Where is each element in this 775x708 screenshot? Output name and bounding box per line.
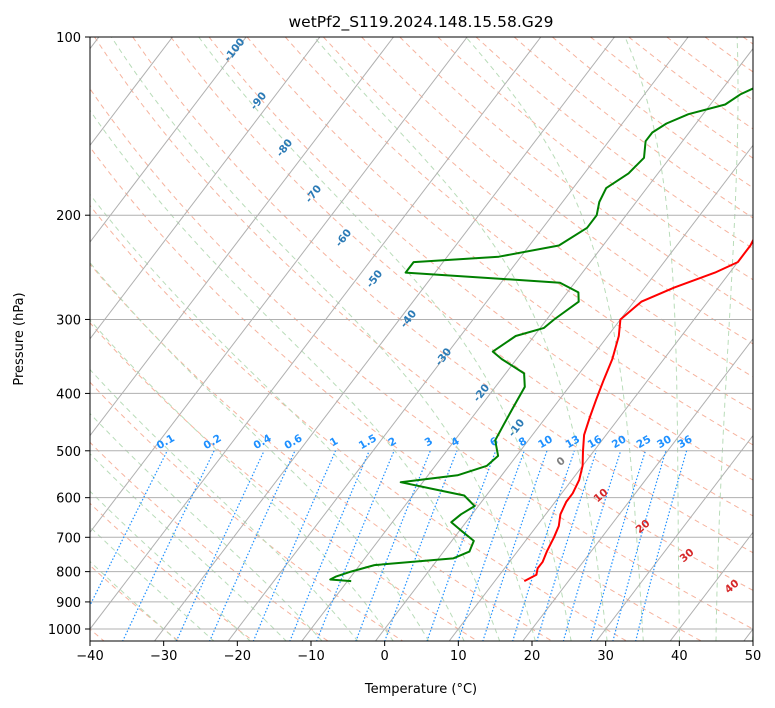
moist-adiabat-line (90, 452, 287, 641)
dry-adiabat-line (90, 441, 329, 641)
moist-adiabat-line (110, 37, 536, 641)
isotherm-line (595, 434, 753, 641)
dry-adiabat-line (90, 502, 255, 641)
y-tick-label: 200 (56, 209, 81, 224)
mixing-ratio-line (289, 450, 370, 641)
isotherm-line (90, 37, 321, 340)
dry-adiabat-line (90, 204, 628, 641)
y-axis-label: Pressure (hPa) (12, 292, 27, 385)
mixing-ratio-line (635, 450, 688, 641)
x-tick-label: 30 (597, 649, 614, 664)
isotherm-line (374, 144, 753, 641)
x-tick-label: −40 (76, 649, 103, 664)
chart-title: wetPf2_S119.2024.148.15.58.G29 (289, 13, 554, 32)
mixing-ratio-line (90, 450, 168, 607)
x-tick-label: −10 (297, 649, 324, 664)
dry-adiabat-line (90, 564, 180, 641)
mixing-ratio-line (589, 450, 646, 641)
moist-adiabat-line (90, 368, 359, 641)
dewpoint-line (329, 87, 753, 583)
mixing-ratio-line (252, 450, 337, 641)
isotherm-line (153, 37, 615, 641)
mixing-ratio-line (426, 450, 497, 641)
x-tick-label: −20 (224, 649, 251, 664)
moist-adiabat-line (90, 193, 465, 641)
y-tick-label: 400 (56, 387, 81, 402)
moist-adiabat-line (715, 37, 739, 641)
moist-adiabat-line (90, 261, 430, 641)
dry-adiabat-line (90, 146, 703, 641)
moist-adiabat-line (198, 37, 572, 641)
isotherm-line (90, 37, 247, 243)
y-tick-label: 700 (56, 531, 81, 546)
mixing-ratio-line (208, 450, 296, 641)
y-tick-label: 500 (56, 445, 81, 460)
dry-adiabat-line (399, 37, 753, 313)
mixing-ratio-line (562, 450, 622, 641)
x-tick-label: 10 (450, 649, 467, 664)
y-tick-label: 600 (56, 492, 81, 507)
moist-adiabat-line (624, 37, 681, 641)
plot-area: -100-90-80-70-60-50-40-30-20-100.1 0.2 0.4… (90, 37, 753, 641)
dry-adiabat-line (361, 37, 753, 345)
isotherm-line (669, 531, 753, 641)
isotherm-line (227, 37, 689, 641)
dry-adiabat-line (323, 37, 753, 378)
isotherm-line (90, 37, 394, 437)
mixing-ratio-line (457, 450, 525, 641)
mixing-ratio-line (384, 450, 458, 641)
dry-adiabat-line (90, 263, 553, 641)
dry-adiabat-line (90, 381, 404, 641)
temperature-line (523, 238, 753, 582)
y-tick-label: 900 (56, 596, 81, 611)
mixing-ratio-line (316, 450, 395, 641)
mixing-ratio-line (512, 450, 575, 641)
x-tick-label: 50 (745, 649, 762, 664)
mixing-ratio-line (482, 450, 548, 641)
mixing-ratio-line (536, 450, 597, 641)
x-tick-label: 0 (381, 649, 389, 664)
y-tick-label: 800 (56, 566, 81, 581)
isotherm-line (90, 37, 468, 534)
isotherm-line (90, 37, 542, 630)
x-tick-label: −30 (150, 649, 177, 664)
isotherm-line (90, 37, 173, 147)
mixing-ratio-line (355, 450, 431, 641)
moist-adiabat-line (465, 37, 644, 641)
mixing-ratio-line (122, 450, 215, 641)
x-tick-label: 40 (671, 649, 688, 664)
y-tick-label: 1000 (48, 623, 81, 638)
y-tick-label: 100 (56, 31, 81, 46)
x-tick-label: 20 (524, 649, 541, 664)
dry-adiabat-line (284, 37, 753, 412)
axes: −40 −30 −20 −10 0 10 20 30 40 50 1000 900 800 700 600 5… (48, 31, 761, 664)
y-tick-label: 300 (56, 313, 81, 328)
mixing-ratio-line (175, 450, 265, 641)
dry-adiabat-line (90, 87, 753, 630)
x-axis-label: Temperature (°C) (364, 682, 477, 697)
isotherm-line (448, 241, 753, 641)
isotherm-line (301, 47, 753, 641)
dry-adiabat-line (246, 37, 753, 446)
dry-adiabat-line (90, 322, 479, 641)
plot-frame (89, 36, 754, 642)
moist-adiabat-line (90, 319, 394, 641)
moist-adiabat-line (90, 412, 323, 641)
mixing-ratio-line (612, 450, 667, 641)
